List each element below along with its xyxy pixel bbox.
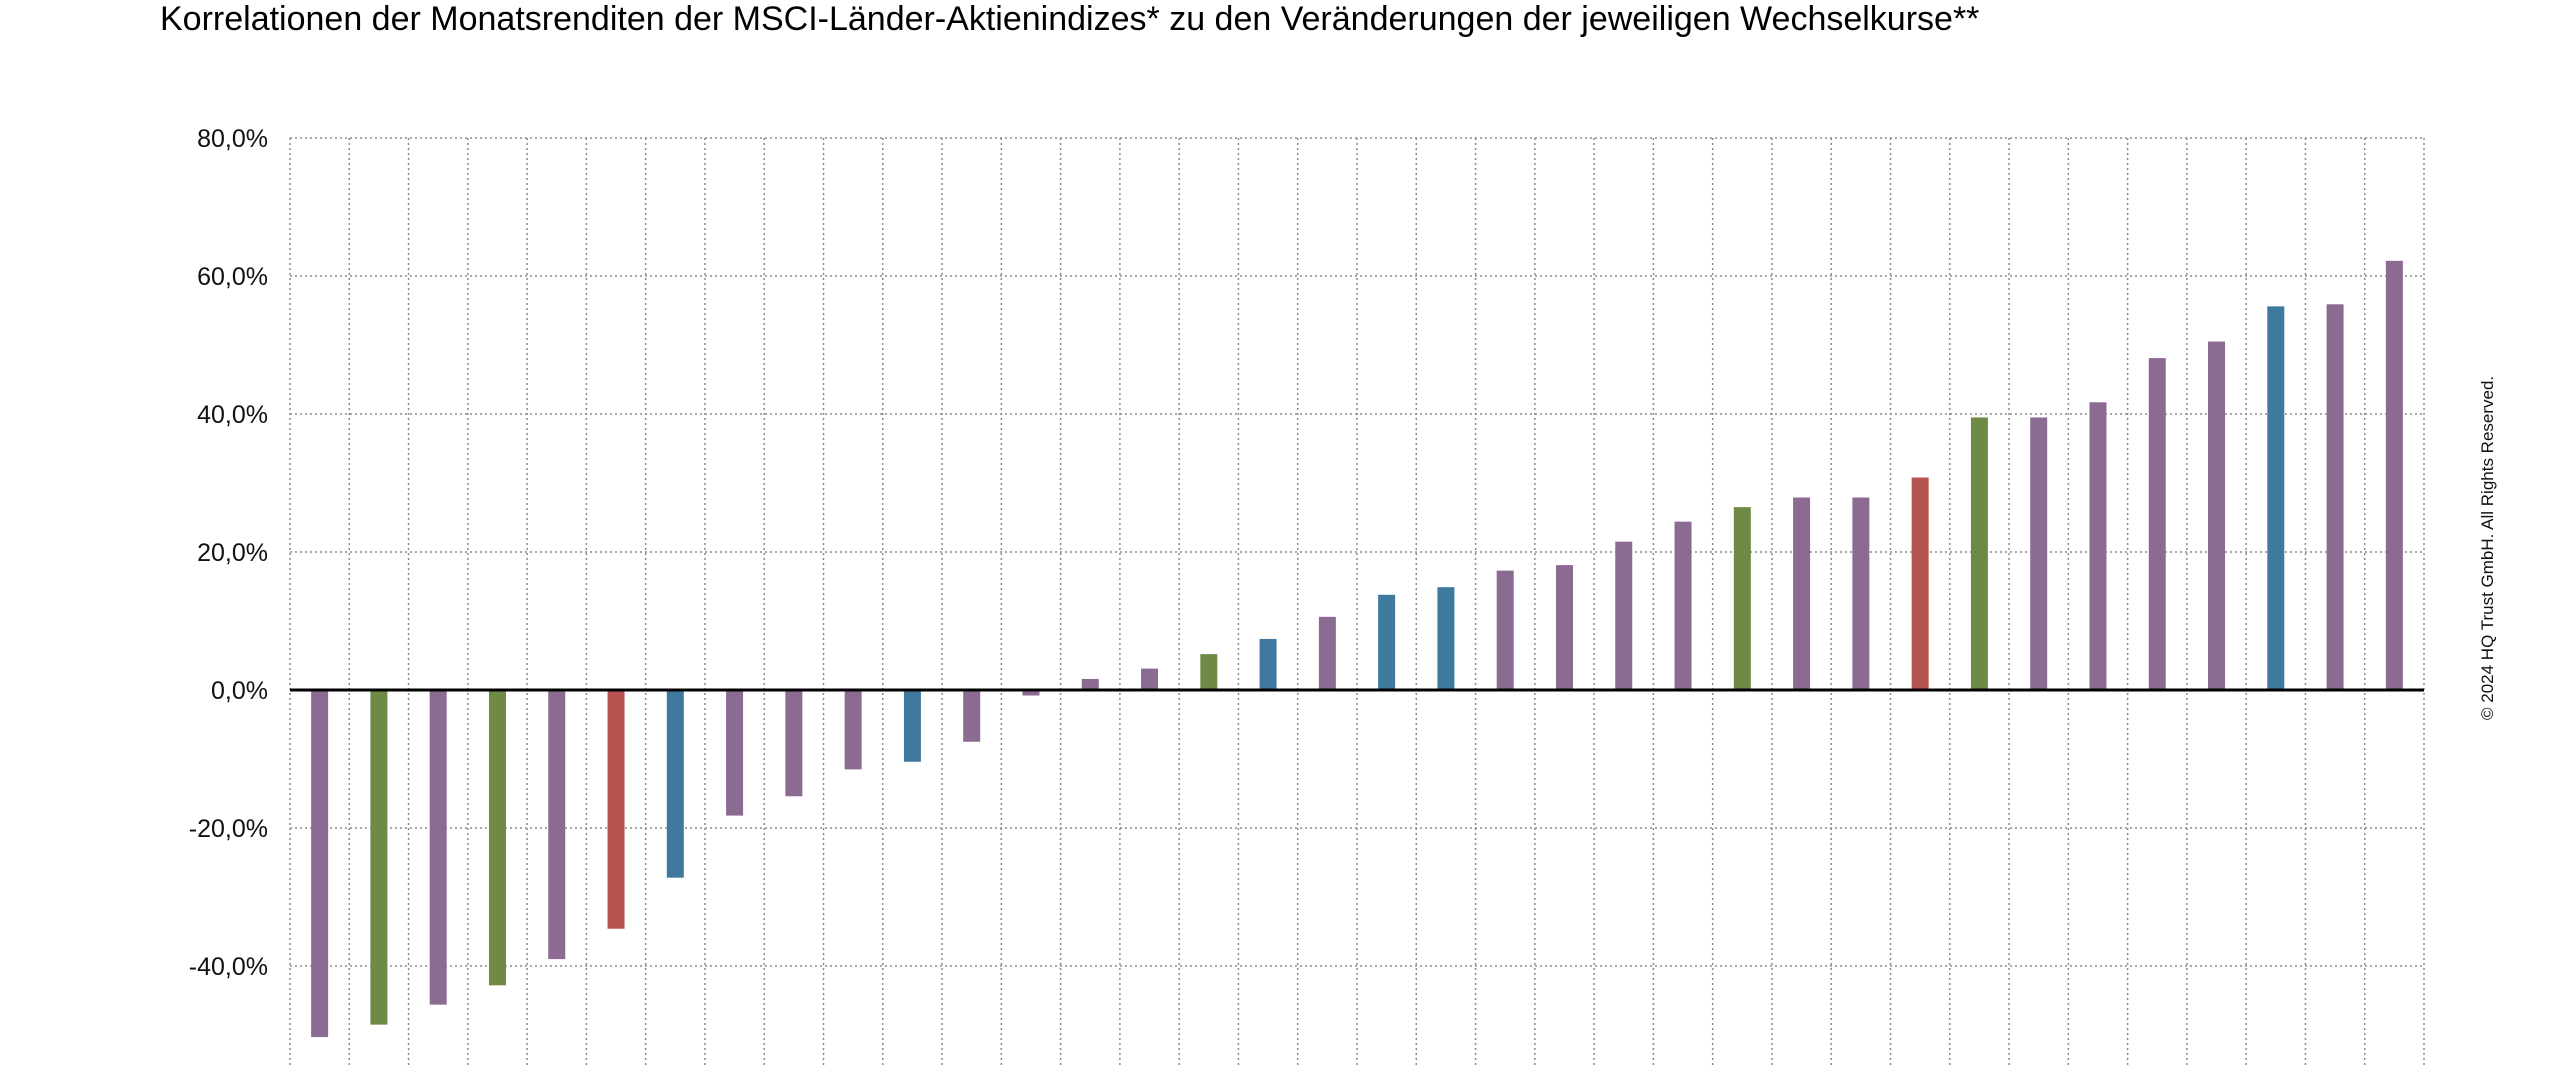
copyright-text: © 2024 HQ Trust GmbH. All Rights Reserve…	[2478, 375, 2497, 720]
y-tick-label: 0,0%	[211, 677, 268, 705]
bar	[1793, 497, 1811, 690]
bar	[488, 690, 506, 986]
grid-lines	[289, 137, 2425, 1066]
bar	[1141, 668, 1159, 690]
bar	[903, 690, 921, 762]
bar	[2208, 341, 2226, 690]
bar	[2089, 402, 2107, 690]
bar	[1733, 507, 1751, 690]
bar	[1200, 654, 1218, 690]
chart-title: Korrelationen der Monatsrenditen der MSC…	[160, 0, 1980, 38]
bar	[1022, 690, 1040, 696]
bar	[2030, 417, 2048, 690]
bar	[1970, 417, 1988, 690]
bar	[1081, 678, 1099, 690]
bar	[963, 690, 981, 742]
bar	[2385, 260, 2403, 690]
bar	[1674, 521, 1692, 690]
y-tick-label: 60,0%	[197, 263, 268, 291]
bar	[1496, 570, 1514, 690]
bar	[370, 690, 388, 1025]
bar	[2148, 358, 2166, 690]
bar	[844, 690, 862, 770]
y-tick-label: 40,0%	[197, 401, 268, 429]
bar	[429, 690, 447, 1005]
bar	[1378, 594, 1396, 690]
bar	[2267, 306, 2285, 690]
bar	[548, 690, 566, 960]
bar	[1911, 477, 1929, 690]
y-axis-tick-labels: 80,0% 60,0% 40,0% 20,0% 0,0% -20,0% -40,0%	[189, 125, 268, 981]
y-tick-label: 80,0%	[197, 125, 268, 153]
bar	[726, 690, 744, 816]
bar	[607, 690, 625, 929]
y-tick-label: -40,0%	[189, 953, 268, 981]
bar	[1259, 638, 1277, 690]
bar	[1615, 541, 1633, 690]
y-tick-label: -20,0%	[189, 815, 268, 843]
bars	[311, 260, 2403, 1038]
bar	[2326, 304, 2344, 690]
bar	[666, 690, 684, 878]
bar	[311, 690, 329, 1038]
bar	[785, 690, 803, 797]
y-tick-label: 20,0%	[197, 539, 268, 567]
bar	[1437, 587, 1455, 690]
bar	[1318, 616, 1336, 690]
bar	[1852, 497, 1870, 690]
bar	[1555, 565, 1573, 690]
